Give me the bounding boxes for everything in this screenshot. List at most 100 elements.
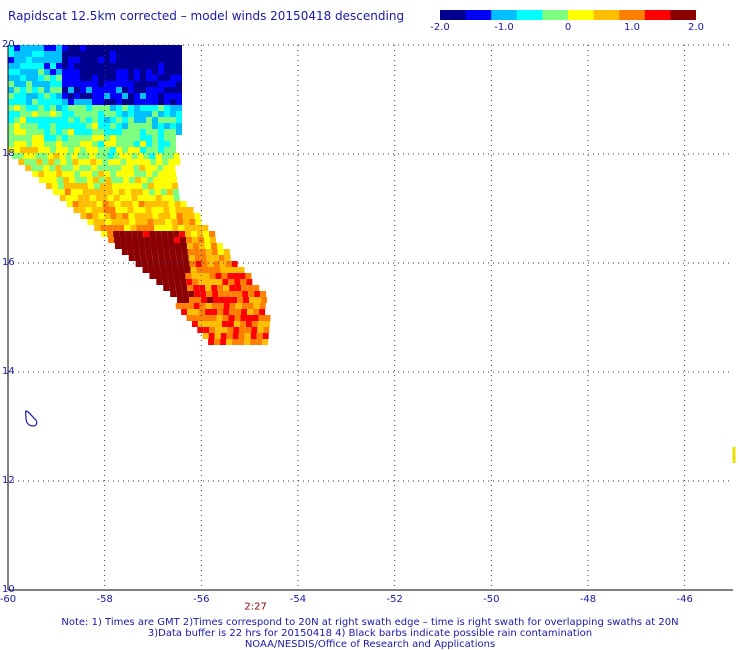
- swath-cell: [158, 135, 164, 141]
- swath-cell: [115, 207, 122, 213]
- swath-cell: [68, 93, 74, 99]
- swath-cell: [215, 321, 222, 327]
- swath-cell: [262, 333, 269, 339]
- swath-cell: [50, 141, 56, 147]
- swath-cell: [126, 201, 133, 207]
- swath-cell: [224, 291, 231, 297]
- swath-cell: [161, 153, 168, 159]
- swath-cell: [245, 321, 252, 327]
- swath-cell: [26, 69, 32, 75]
- swath-cell: [159, 177, 166, 183]
- swath-cell: [50, 111, 56, 117]
- swath-cell: [8, 93, 14, 99]
- swath-cell: [176, 123, 182, 129]
- swath-cell: [132, 159, 139, 165]
- swath-cell: [62, 75, 68, 81]
- swath-cell: [194, 291, 201, 297]
- swath-cell: [8, 135, 14, 141]
- swath-cell: [176, 63, 182, 69]
- swath-cell: [8, 147, 14, 153]
- swath-cell: [131, 231, 138, 237]
- swath-cell: [226, 339, 233, 345]
- swath-cell: [176, 45, 182, 51]
- swath-cell: [158, 57, 164, 63]
- swath-cell: [105, 183, 112, 189]
- swath-cell: [48, 159, 55, 165]
- swath-cell: [50, 135, 56, 141]
- swath-cell: [152, 213, 159, 219]
- swath-cell: [110, 81, 116, 87]
- lon-tick-label: -48: [580, 594, 596, 605]
- swath-cell: [170, 57, 176, 63]
- swath-cell: [94, 189, 101, 195]
- swath-cell: [38, 135, 44, 141]
- swath-cell: [20, 87, 26, 93]
- swath-cell: [14, 69, 20, 75]
- swath-cell: [160, 189, 167, 195]
- swath-cell: [210, 279, 217, 285]
- swath-cell: [56, 51, 62, 57]
- swath-cell: [152, 105, 158, 111]
- swath-cell: [194, 213, 201, 219]
- swath-cell: [154, 189, 161, 195]
- swath-cell: [51, 177, 58, 183]
- swath-cell: [192, 315, 199, 321]
- swath-cell: [236, 291, 243, 297]
- swath-cell: [239, 321, 246, 327]
- swath-cell: [115, 165, 122, 171]
- swath-cell: [151, 207, 158, 213]
- swath-cell: [227, 321, 234, 327]
- swath-cell: [44, 63, 50, 69]
- swath-cell: [233, 321, 240, 327]
- colorbar-segment: [491, 10, 518, 20]
- swath-cell: [89, 153, 96, 159]
- swath-cell: [126, 237, 133, 243]
- swath-cell: [192, 237, 199, 243]
- swath-cell: [110, 69, 116, 75]
- swath-cell: [38, 69, 44, 75]
- swath-cell: [176, 93, 182, 99]
- swath-cell: [14, 147, 20, 153]
- swath-cell: [158, 51, 164, 57]
- swath-cell: [187, 249, 194, 255]
- swath-cell: [104, 99, 110, 105]
- swath-cell: [87, 177, 94, 183]
- swath-cell: [164, 171, 171, 177]
- swath-cell: [26, 63, 32, 69]
- swath-cell: [158, 141, 164, 147]
- swath-cell: [222, 279, 229, 285]
- swath-cell: [98, 81, 104, 87]
- swath-cell: [134, 51, 140, 57]
- swath-cell: [174, 237, 181, 243]
- swath-cell: [181, 249, 188, 255]
- swath-cell: [98, 99, 104, 105]
- swath-cell: [60, 159, 67, 165]
- swath-cell: [38, 117, 44, 123]
- swath-cell: [225, 261, 232, 267]
- swath-cell: [141, 177, 148, 183]
- swath-cell: [99, 219, 106, 225]
- swath-cell: [154, 225, 161, 231]
- swath-cell: [164, 117, 170, 123]
- swath-cell: [158, 105, 164, 111]
- swath-cell: [158, 45, 164, 51]
- swath-cell: [164, 99, 170, 105]
- swath-cell: [26, 129, 32, 135]
- swath-cell: [147, 177, 154, 183]
- swath-cell: [92, 99, 98, 105]
- swath-cell: [196, 267, 203, 273]
- swath-cell: [146, 213, 153, 219]
- swath-cell: [181, 303, 188, 309]
- swath-cell: [44, 81, 50, 87]
- swath-cell: [216, 315, 223, 321]
- swath-cell: [68, 69, 74, 75]
- swath-cell: [140, 111, 146, 117]
- swath-cell: [86, 129, 92, 135]
- swath-cell: [185, 231, 192, 237]
- swath-cell: [134, 117, 140, 123]
- swath-cell: [217, 309, 224, 315]
- swath-cell: [98, 117, 104, 123]
- swath-cell: [101, 195, 108, 201]
- swath-cell: [84, 159, 91, 165]
- swath-cell: [140, 51, 146, 57]
